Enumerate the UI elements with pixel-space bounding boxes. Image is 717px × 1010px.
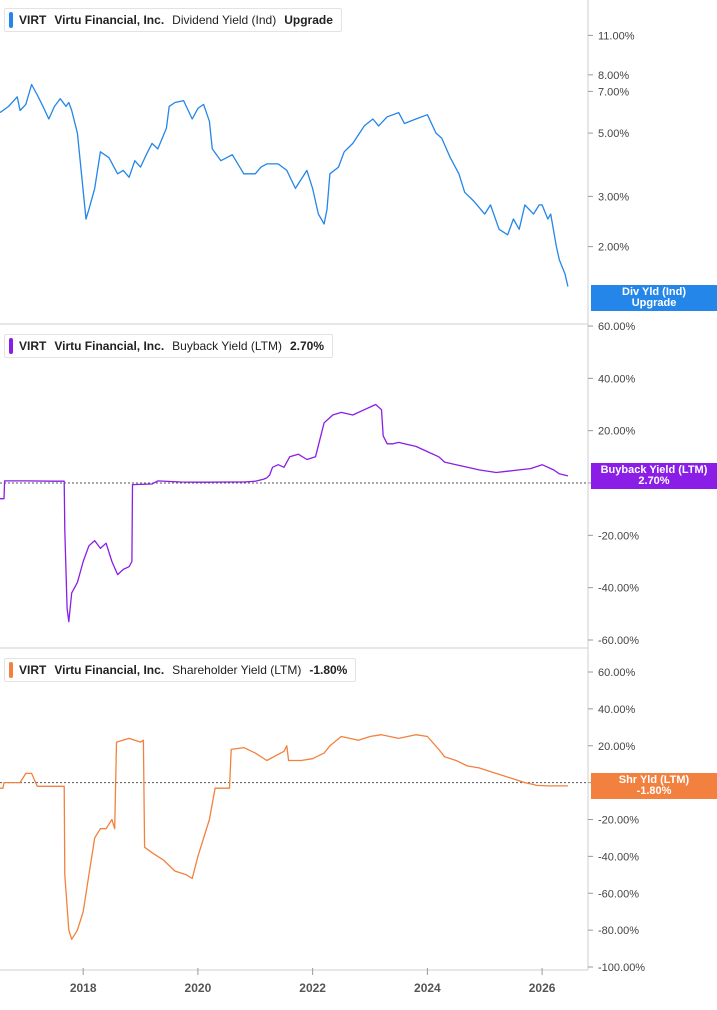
x-tick-label: 2026 (529, 981, 556, 995)
badge-value: 2.70% (638, 475, 670, 487)
legend-metric: Shareholder Yield (LTM) (172, 663, 302, 677)
series-line-0 (0, 83, 569, 287)
y-tick-label: -100.00% (598, 962, 645, 974)
y-tick-label: 2.00% (598, 242, 629, 254)
badge-title: Shr Yld (LTM) (618, 774, 690, 786)
legend-value: 2.70% (289, 339, 325, 353)
legend-ticker: VIRT (19, 663, 47, 677)
current-value-badge-shareholder: Shr Yld (LTM) -1.80% (591, 773, 717, 799)
series-color-swatch (9, 12, 13, 28)
legend-dividend-yield[interactable]: VIRT Virtu Financial, Inc. Dividend Yiel… (4, 8, 342, 32)
y-tick-label: -40.00% (598, 583, 639, 595)
series-line-1 (0, 403, 569, 623)
x-tick-label: 2018 (70, 981, 97, 995)
y-tick-label: 5.00% (598, 128, 629, 140)
series-color-swatch (9, 662, 13, 678)
series-color-swatch (9, 338, 13, 354)
current-value-badge-buyback: Buyback Yield (LTM) 2.70% (591, 463, 717, 489)
legend-buyback-yield[interactable]: VIRT Virtu Financial, Inc. Buyback Yield… (4, 334, 334, 358)
legend-shareholder-yield[interactable]: VIRT Virtu Financial, Inc. Shareholder Y… (4, 658, 357, 682)
legend-value: -1.80% (309, 663, 348, 677)
y-tick-label: 60.00% (598, 321, 636, 333)
legend-metric: Dividend Yield (Ind) (172, 13, 277, 27)
legend-company: Virtu Financial, Inc. (54, 13, 165, 27)
legend-company: Virtu Financial, Inc. (54, 339, 165, 353)
x-tick-label: 2024 (414, 981, 441, 995)
y-tick-label: 11.00% (598, 30, 635, 42)
y-tick-label: 20.00% (598, 741, 636, 753)
legend-metric: Buyback Yield (LTM) (172, 339, 282, 353)
badge-value: Upgrade (631, 297, 677, 309)
y-tick-label: -80.00% (598, 925, 639, 937)
y-tick-label: 20.00% (598, 426, 636, 438)
y-tick-label: 7.00% (598, 86, 629, 98)
y-tick-label: -20.00% (598, 815, 639, 827)
badge-value: -1.80% (636, 785, 672, 797)
x-tick-label: 2020 (185, 981, 212, 995)
badge-title: Div Yld (Ind) (622, 286, 686, 298)
series-line-2 (0, 734, 568, 940)
y-tick-label: -60.00% (598, 635, 639, 647)
y-tick-label: 60.00% (598, 667, 636, 679)
x-tick-label: 2022 (299, 981, 326, 995)
legend-ticker: VIRT (19, 339, 47, 353)
legend-ticker: VIRT (19, 13, 47, 27)
y-tick-label: 3.00% (598, 191, 629, 203)
current-value-badge-dividend: Div Yld (Ind) Upgrade (591, 285, 717, 311)
y-tick-label: 8.00% (598, 70, 629, 82)
badge-title: Buyback Yield (LTM) (600, 464, 708, 476)
y-tick-label: -60.00% (598, 888, 639, 900)
y-tick-label: 40.00% (598, 373, 636, 385)
y-tick-label: -40.00% (598, 851, 639, 863)
legend-value[interactable]: Upgrade (284, 13, 333, 27)
y-tick-label: 40.00% (598, 704, 636, 716)
y-tick-label: -20.00% (598, 530, 639, 542)
legend-company: Virtu Financial, Inc. (54, 663, 165, 677)
